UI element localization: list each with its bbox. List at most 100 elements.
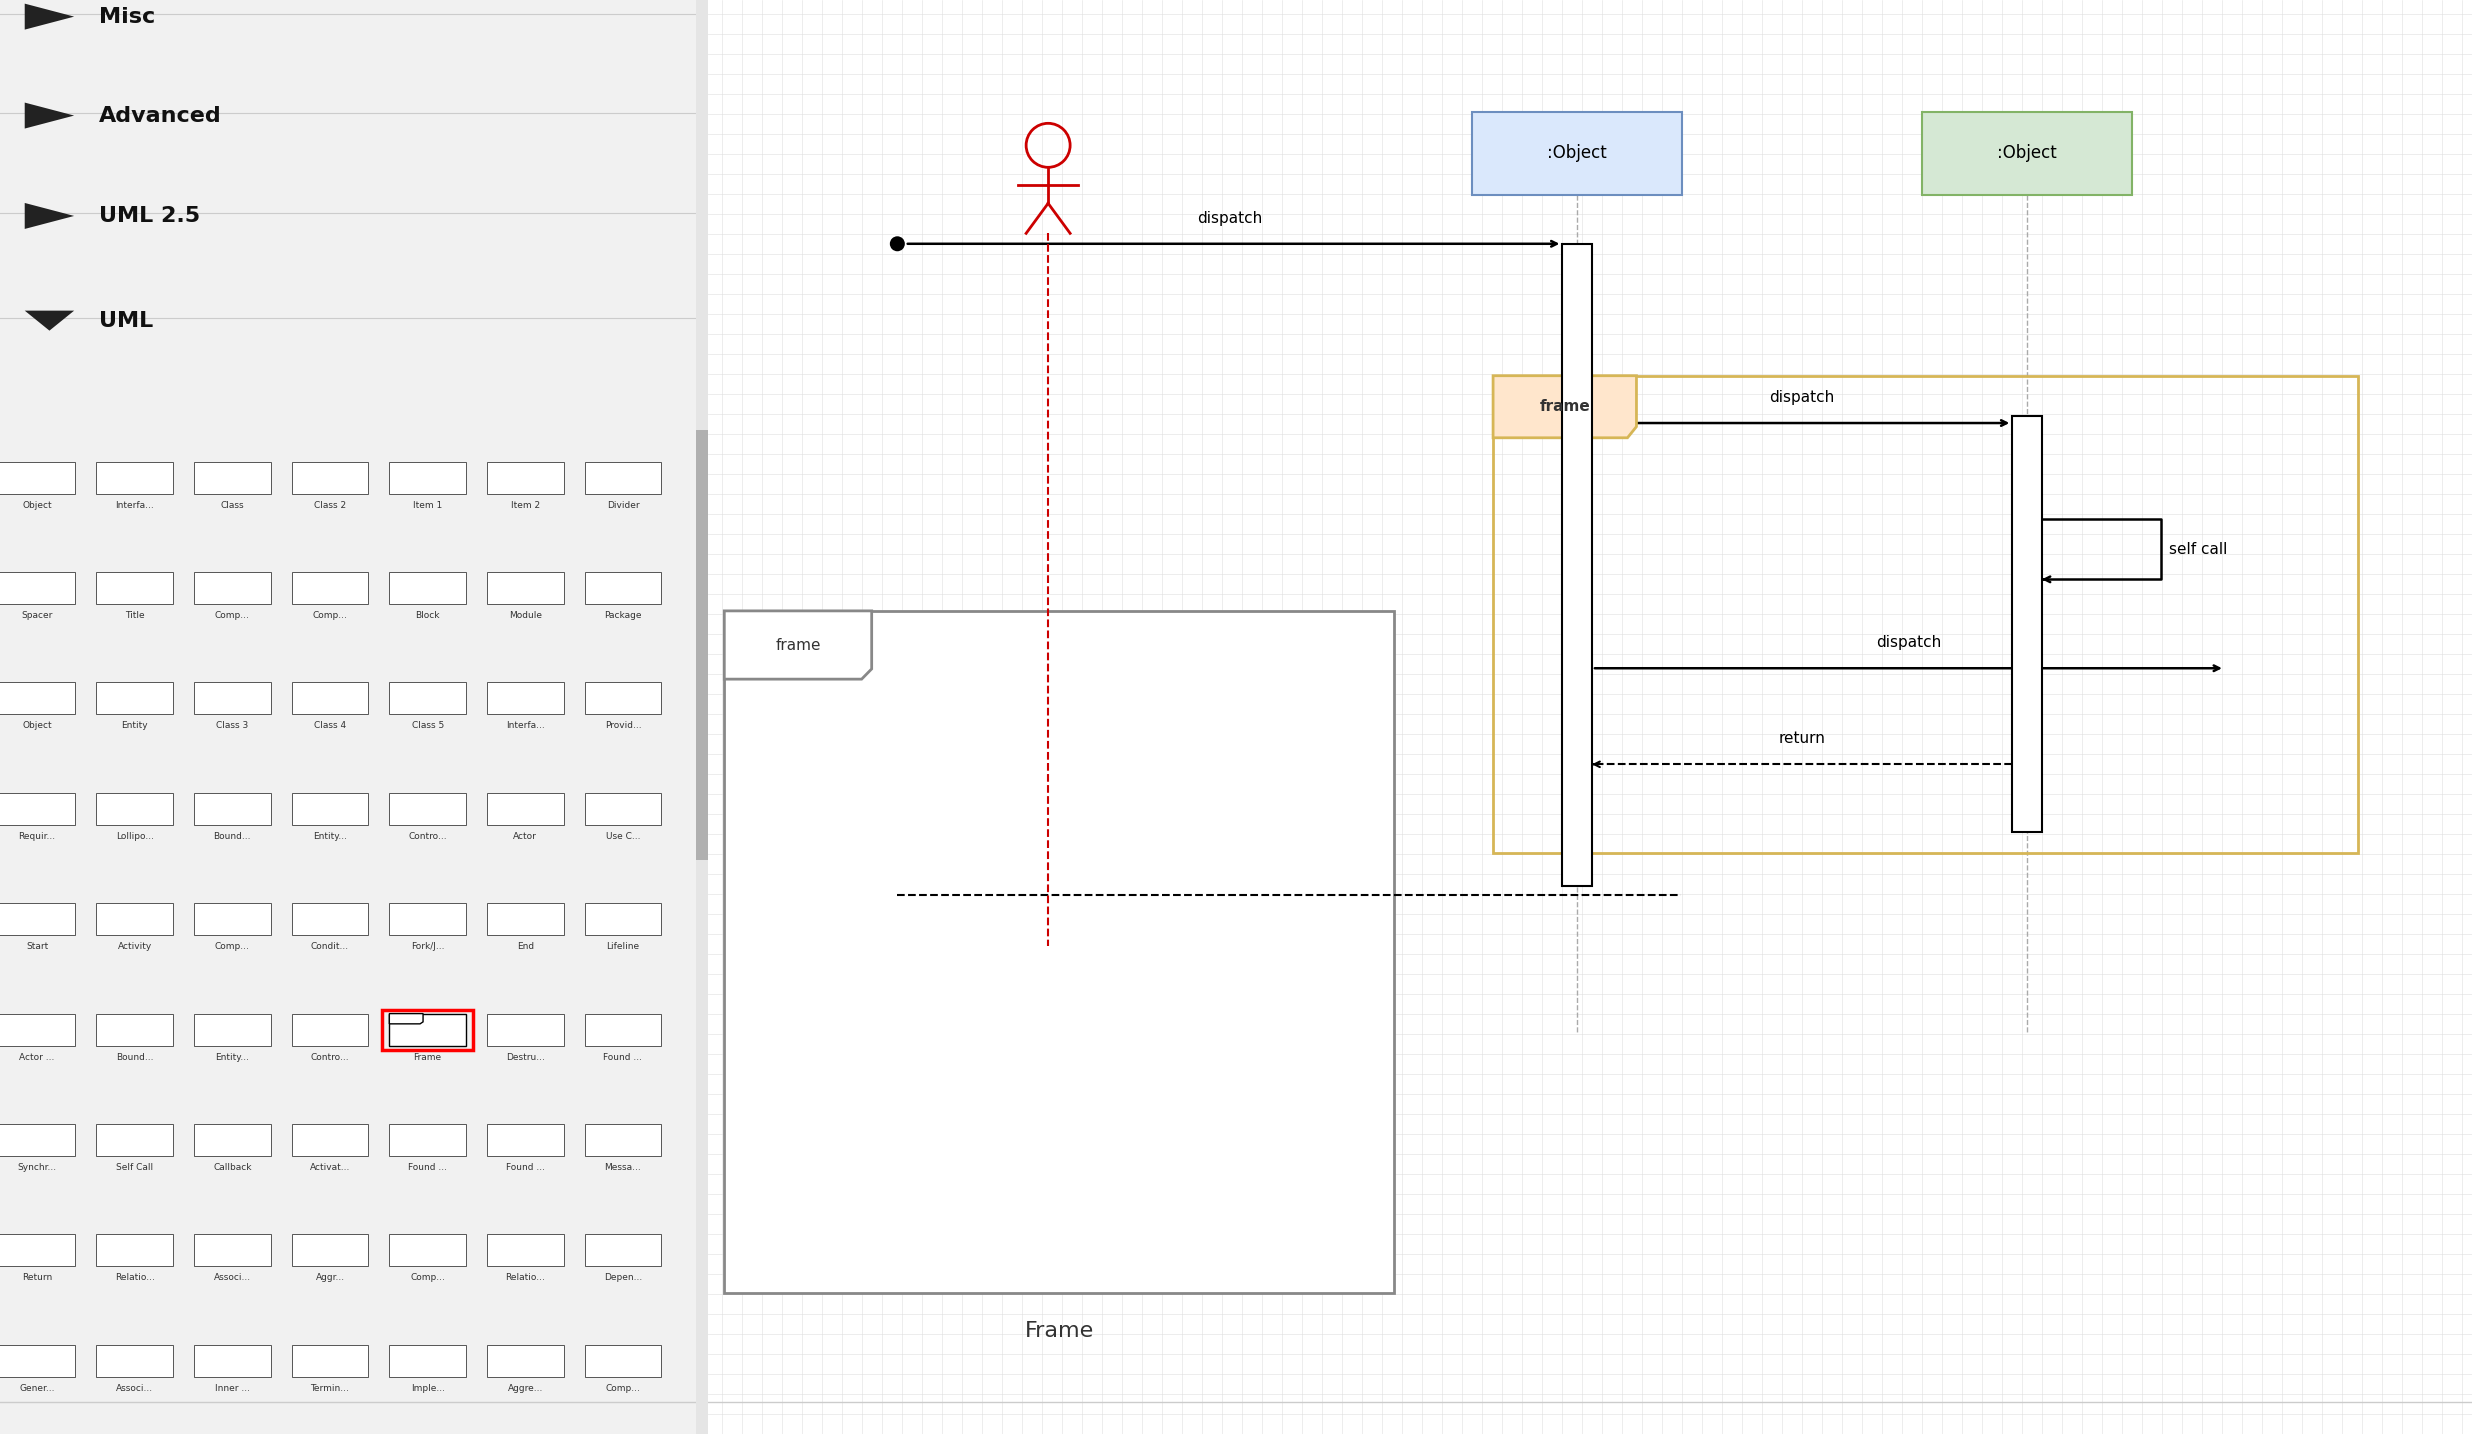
Text: Frame: Frame (413, 1053, 442, 1061)
Bar (195, 903, 272, 935)
Bar (96, 1014, 173, 1045)
Bar (195, 793, 272, 825)
Bar (487, 903, 564, 935)
Text: return: return (1780, 731, 1824, 746)
Bar (96, 1345, 173, 1377)
Bar (391, 1124, 467, 1156)
Polygon shape (1493, 376, 1636, 437)
Bar (292, 1235, 368, 1266)
Text: Use C...: Use C... (606, 832, 640, 840)
Text: Fork/J...: Fork/J... (410, 942, 445, 951)
Bar (195, 1124, 272, 1156)
Bar (391, 793, 467, 825)
Polygon shape (25, 204, 74, 229)
Bar (0, 1235, 77, 1266)
Text: :Object: :Object (1547, 145, 1607, 162)
Text: Package: Package (603, 611, 643, 619)
Bar (96, 683, 173, 714)
Text: Block: Block (415, 611, 440, 619)
Text: Contro...: Contro... (408, 832, 447, 840)
Bar (586, 1345, 662, 1377)
Bar (0, 793, 77, 825)
Bar (487, 1345, 564, 1377)
Bar (292, 1014, 368, 1045)
Text: Gener...: Gener... (20, 1384, 54, 1392)
Text: Aggr...: Aggr... (316, 1273, 344, 1282)
Text: Comp...: Comp... (606, 1384, 640, 1392)
Bar (586, 1235, 662, 1266)
Text: Condit...: Condit... (311, 942, 349, 951)
Text: Found ...: Found ... (507, 1163, 544, 1172)
Text: Entity: Entity (121, 721, 148, 730)
Bar (586, 1014, 662, 1045)
Bar (2012, 416, 2042, 832)
Text: Module: Module (509, 611, 541, 619)
Text: Synchr...: Synchr... (17, 1163, 57, 1172)
Bar (292, 1345, 368, 1377)
Bar (0, 683, 77, 714)
Text: dispatch: dispatch (1196, 211, 1263, 225)
Text: Item 1: Item 1 (413, 500, 442, 509)
Bar (0, 1345, 77, 1377)
Text: Activat...: Activat... (309, 1163, 351, 1172)
Bar (1493, 376, 2358, 853)
Text: Found ...: Found ... (408, 1163, 447, 1172)
Text: Inner ...: Inner ... (215, 1384, 250, 1392)
Text: Callback: Callback (213, 1163, 252, 1172)
Bar (391, 1345, 467, 1377)
Text: Entity...: Entity... (314, 832, 346, 840)
Text: Divider: Divider (606, 500, 640, 509)
Bar (1923, 112, 2133, 195)
Text: Item 2: Item 2 (512, 500, 539, 509)
Text: Relatio...: Relatio... (114, 1273, 156, 1282)
Text: Advanced: Advanced (99, 106, 222, 126)
Text: frame: frame (1540, 399, 1589, 414)
Text: Misc: Misc (99, 7, 156, 27)
Circle shape (890, 237, 905, 251)
Text: UML 2.5: UML 2.5 (99, 206, 200, 227)
Text: Class 2: Class 2 (314, 500, 346, 509)
Text: Actor: Actor (514, 832, 536, 840)
Bar (96, 572, 173, 604)
Bar (96, 1124, 173, 1156)
Text: Termin...: Termin... (311, 1384, 349, 1392)
Bar (586, 793, 662, 825)
Bar (0, 462, 77, 493)
Bar (195, 572, 272, 604)
Bar (586, 683, 662, 714)
Text: Title: Title (126, 611, 143, 619)
Bar (487, 1014, 564, 1045)
Text: Associ...: Associ... (116, 1384, 153, 1392)
Text: End: End (517, 942, 534, 951)
Text: Depen...: Depen... (603, 1273, 643, 1282)
Text: Messa...: Messa... (606, 1163, 640, 1172)
Text: Bound...: Bound... (213, 832, 252, 840)
Bar (292, 462, 368, 493)
Bar (96, 903, 173, 935)
Text: Class 4: Class 4 (314, 721, 346, 730)
Polygon shape (391, 1014, 423, 1024)
Bar (586, 572, 662, 604)
Bar (586, 903, 662, 935)
Text: Requir...: Requir... (17, 832, 57, 840)
Text: Bound...: Bound... (116, 1053, 153, 1061)
Bar (195, 462, 272, 493)
Text: Activity: Activity (119, 942, 151, 951)
Bar (292, 793, 368, 825)
Text: Found ...: Found ... (603, 1053, 643, 1061)
Polygon shape (25, 4, 74, 30)
Bar (0, 1124, 77, 1156)
Text: Provid...: Provid... (606, 721, 640, 730)
Text: Comp...: Comp... (311, 611, 349, 619)
Bar (391, 1014, 467, 1045)
Bar (96, 1235, 173, 1266)
Bar (383, 1010, 475, 1050)
Text: Entity...: Entity... (215, 1053, 250, 1061)
Bar (487, 462, 564, 493)
Text: Self Call: Self Call (116, 1163, 153, 1172)
Bar (96, 462, 173, 493)
Text: :Object: :Object (1997, 145, 2057, 162)
Bar (586, 462, 662, 493)
Text: Class 3: Class 3 (215, 721, 250, 730)
Bar (487, 683, 564, 714)
